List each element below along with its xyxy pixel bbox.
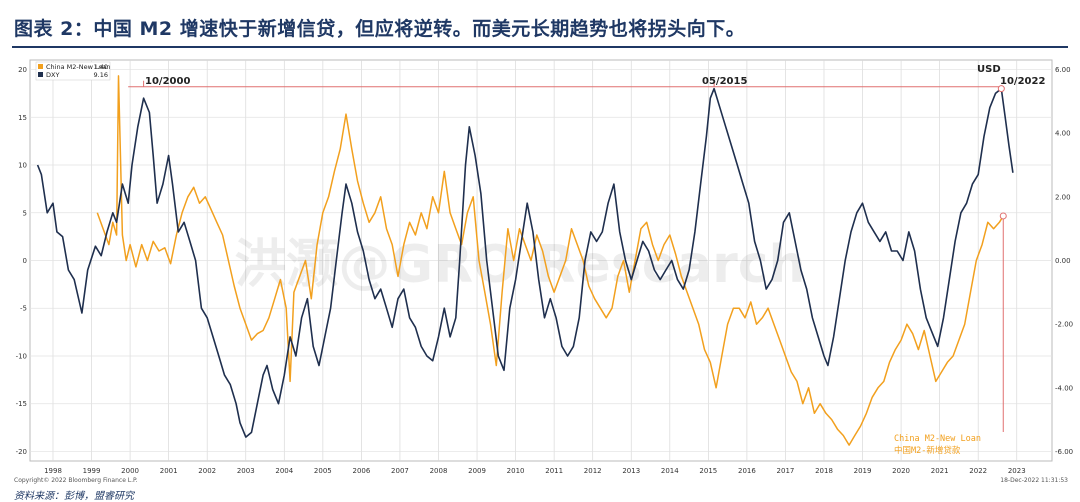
x-tick-label: 2006	[352, 467, 370, 475]
x-axis: 1998 1999 2000 2001 2002 2003 2004 2005 2006 2007…	[44, 467, 1026, 475]
left-tick-label: -15	[16, 400, 27, 408]
x-tick-label: 2012	[584, 467, 602, 475]
x-tick-label: 2016	[738, 467, 756, 475]
x-tick-label: 2013	[622, 467, 640, 475]
timestamp: 18-Dec-2022 11:31:53	[1000, 477, 1068, 484]
watermark: 洪灏@GRO Research	[234, 235, 805, 295]
x-tick-label: 2017	[777, 467, 795, 475]
legend-label-dxy: DXY	[46, 71, 59, 79]
loan-label-chinese: 中国M2-新增贷款	[894, 445, 961, 456]
right-tick-label: -4.00	[1055, 384, 1073, 392]
x-tick-label: 2014	[661, 467, 679, 475]
loan-label-english: China M2-New Loan	[894, 434, 981, 444]
x-tick-label: 2022	[969, 467, 987, 475]
legend-label-loan: China M2-New Loan	[46, 63, 111, 71]
x-tick-label: 2010	[507, 467, 525, 475]
right-tick-label: -6.00	[1055, 448, 1073, 456]
chart-title: 图表 2：中国 M2 增速快于新增信贷，但应将逆转。而美元长期趋势也将拐头向下。	[14, 18, 746, 40]
x-tick-label: 2001	[160, 467, 178, 475]
x-tick-label: 2008	[430, 467, 448, 475]
annotation-05-2015: 05/2015	[702, 76, 747, 87]
right-tick-label: 6.00	[1055, 66, 1071, 74]
right-axis: 6.00 4.00 2.00 0.00 -2.00 -4.00 -6.00	[1055, 66, 1073, 456]
legend-value-dxy: 9.16	[94, 71, 108, 79]
legend-value-loan: 1.40	[94, 63, 108, 71]
annotation-10-2000: 10/2000	[145, 76, 190, 87]
left-tick-label: -5	[20, 305, 27, 313]
x-tick-label: 2002	[198, 467, 216, 475]
copyright: Copyright© 2022 Bloomberg Finance L.P.	[14, 477, 138, 484]
x-tick-label: 2021	[931, 467, 949, 475]
left-axis: 20 15 10 5 0 -5 -10 -15 -20	[16, 66, 27, 456]
x-tick-label: 2005	[314, 467, 332, 475]
dxy-end-marker	[997, 85, 1005, 93]
annotation-10-2022: 10/2022	[1000, 76, 1045, 87]
source-note: 资料来源：彭博，盟睿研究	[14, 491, 134, 502]
title-divider	[12, 46, 1068, 48]
right-tick-label: 0.00	[1055, 257, 1071, 265]
right-tick-label: -2.00	[1055, 321, 1073, 329]
x-tick-label: 2023	[1008, 467, 1026, 475]
grid-lines	[30, 60, 1052, 461]
x-tick-label: 2000	[121, 467, 139, 475]
legend-swatch-dxy	[38, 72, 43, 77]
series-china-m2-new-loan	[96, 75, 1004, 446]
x-tick-label: 2011	[545, 467, 563, 475]
left-tick-label: 0	[23, 257, 27, 265]
left-tick-label: 5	[23, 209, 27, 217]
loan-end-marker	[999, 212, 1007, 220]
left-tick-label: 20	[18, 66, 27, 74]
x-tick-label: 2020	[892, 467, 910, 475]
annotation-usd: USD	[977, 64, 1001, 75]
legend-box	[35, 61, 111, 81]
x-tick-label: 2003	[237, 467, 255, 475]
legend: China M2-New Loan 1.40 DXY 9.16	[35, 61, 111, 81]
x-tick-label: 2007	[391, 467, 409, 475]
x-tick-label: 2015	[699, 467, 717, 475]
right-tick-label: 2.00	[1055, 193, 1071, 201]
series-dxy	[36, 87, 1014, 438]
x-tick-label: 1998	[44, 467, 62, 475]
left-tick-label: 15	[18, 114, 27, 122]
left-tick-label: -20	[16, 448, 27, 456]
right-tick-label: 4.00	[1055, 130, 1071, 138]
x-tick-label: 2018	[815, 467, 833, 475]
x-tick-label: 2004	[275, 467, 293, 475]
x-tick-label: 2009	[468, 467, 486, 475]
left-tick-label: 10	[18, 162, 27, 170]
left-tick-label: -10	[16, 352, 27, 360]
legend-swatch-loan	[38, 64, 43, 69]
x-tick-label: 2019	[854, 467, 872, 475]
x-tick-label: 1999	[83, 467, 101, 475]
